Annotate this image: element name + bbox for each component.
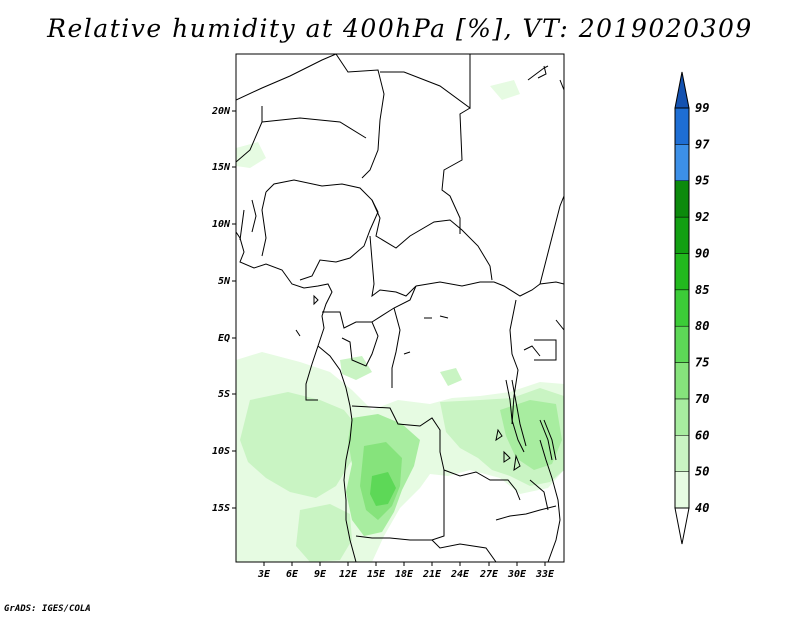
lon-label-6e: 6E [286, 569, 299, 580]
page-title: Relative humidity at 400hPa [%], VT: 201… [47, 14, 753, 43]
colorbar-label: 85 [695, 283, 709, 297]
colorbar-label: 99 [695, 101, 709, 115]
country-borders [236, 54, 564, 562]
colorbar-segment [674, 144, 690, 181]
lat-label-15n: 15N [212, 162, 231, 173]
lat-label-20n: 20N [211, 106, 231, 117]
colorbar-label: 95 [695, 174, 709, 188]
colorbar-segment [674, 325, 690, 363]
colorbar-segment [674, 471, 690, 509]
colorbar-label: 92 [695, 210, 709, 224]
map-frame [235, 53, 565, 563]
humid-blob-2 [440, 368, 462, 386]
lat-label-5n: 5N [218, 276, 231, 287]
lon-label-30e: 30E [507, 569, 527, 580]
lon-label-12e: 12E [339, 569, 358, 580]
lon-label-21e: 21E [422, 569, 442, 580]
lon-label-18e: 18E [395, 569, 414, 580]
humid-blob-1 [340, 356, 372, 380]
credit-label: GrADS: IGES/COLA [4, 604, 91, 614]
colorbar-label: 97 [695, 137, 710, 151]
humidity-field [236, 80, 564, 562]
lon-label-9e: 9E [314, 569, 327, 580]
colorbar-label: 50 [695, 465, 709, 479]
colorbar-segment [674, 435, 690, 472]
humid-blob-4 [490, 80, 520, 100]
lon-label-33e: 33E [535, 569, 555, 580]
colorbar-segment [674, 398, 690, 436]
humid-blob-3 [236, 142, 266, 168]
humid-region-coastal [296, 504, 352, 562]
lat-label-15s: 15S [212, 503, 230, 514]
colorbar-segment [674, 289, 690, 327]
lon-label-24e: 24E [450, 569, 470, 580]
lon-label-15e: 15E [367, 569, 386, 580]
humid-region-angola-3 [370, 472, 396, 506]
colorbar-label: 40 [695, 501, 709, 515]
colorbar-label: 80 [695, 319, 709, 333]
humid-region-south-west-2 [240, 392, 360, 498]
colorbar-label: 60 [695, 428, 709, 442]
colorbar-segment [674, 216, 690, 254]
colorbar-label: 75 [695, 356, 709, 370]
lat-label-10n: 10N [212, 219, 231, 230]
lat-label-10s: 10S [212, 446, 230, 457]
colorbar-label: 70 [695, 392, 709, 406]
colorbar-outline [674, 107, 690, 509]
lat-label-5s: 5S [218, 389, 230, 400]
colorbar-segment [674, 180, 690, 218]
colorbar: 40 50 60 70 75 80 85 90 92 95 97 99 [674, 71, 710, 545]
colorbar-segment [674, 362, 690, 400]
colorbar-under-triangle [674, 507, 690, 545]
latitude-axis: 20N 15N 10N 5N EQ 5S 10S 15S [211, 106, 236, 514]
colorbar-segment [674, 107, 690, 145]
colorbar-over-triangle [674, 71, 690, 109]
lon-label-27e: 27E [479, 569, 499, 580]
colorbar-segment [674, 253, 690, 291]
lon-label-3e: 3E [257, 569, 271, 580]
longitude-axis: 3E 6E 9E 12E 15E 18E 21E 24E 27E 30E 33E [257, 562, 555, 580]
humid-region-east-2 [500, 400, 562, 470]
lat-label-eq: EQ [218, 333, 230, 344]
colorbar-label: 90 [695, 246, 709, 260]
